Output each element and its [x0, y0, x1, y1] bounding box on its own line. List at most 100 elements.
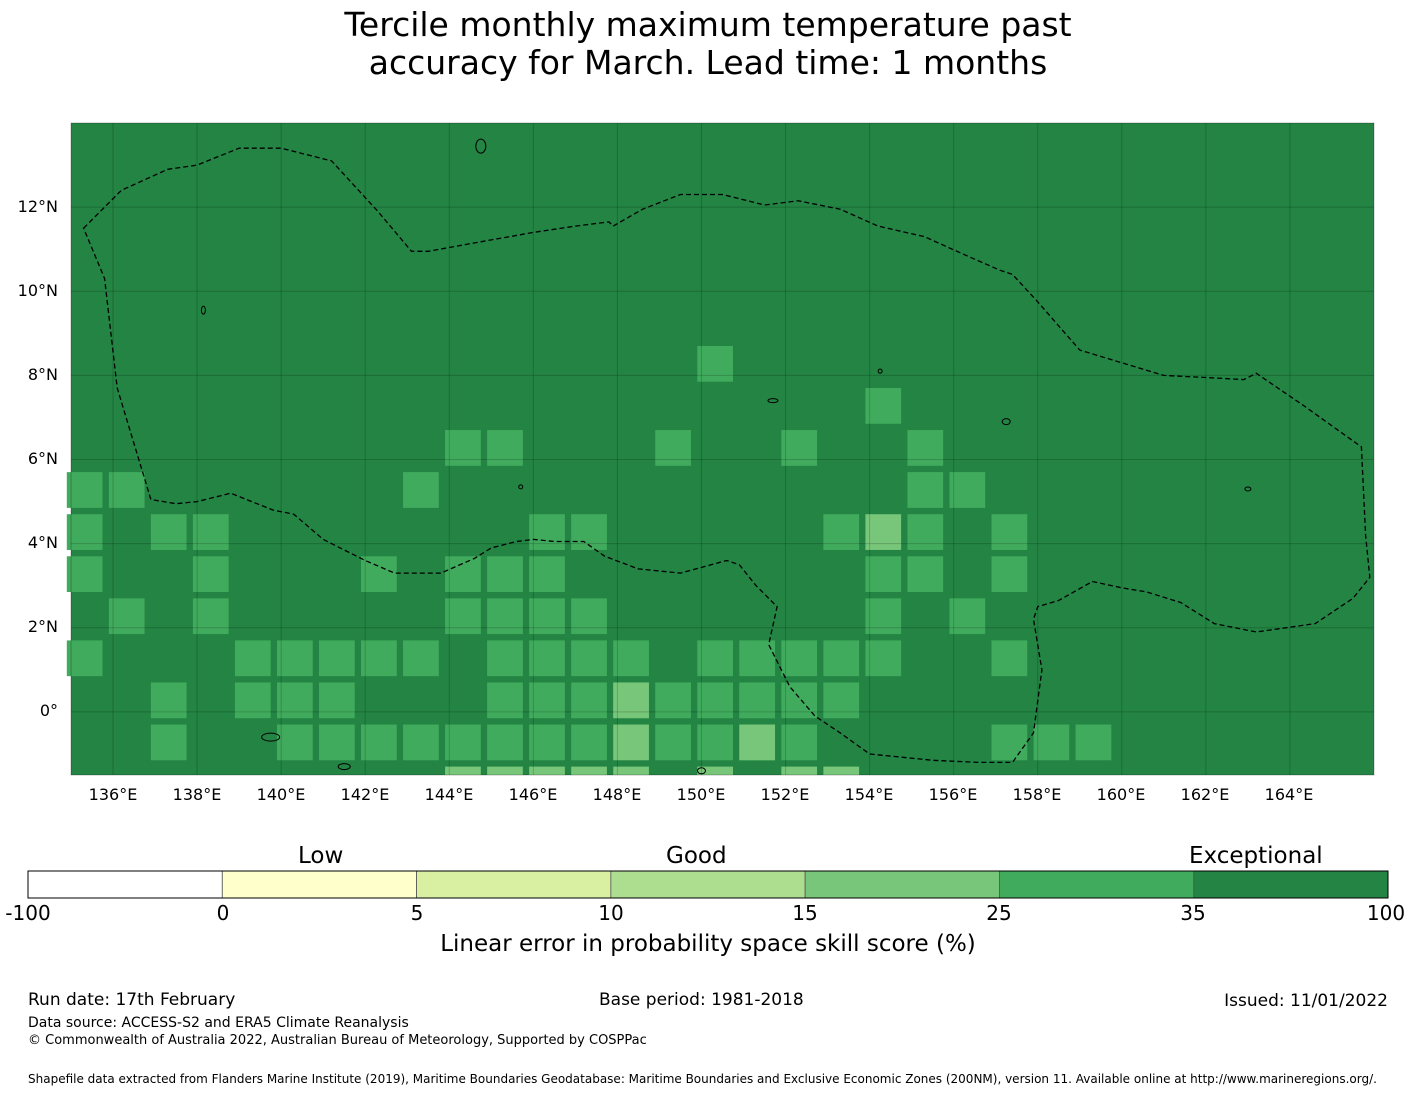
skill-cell-25-35 [781, 640, 818, 677]
skill-cell-25-35 [66, 640, 103, 677]
lat-label-0: 0° [39, 701, 58, 720]
skill-cell-25-35 [781, 430, 818, 466]
skill-cell-25-35 [361, 640, 397, 677]
skill-cell-25-35 [697, 345, 734, 382]
skill-cell-25-35 [571, 682, 607, 719]
island-outline [337, 763, 351, 771]
skill-cell-25-35 [276, 682, 313, 719]
colorbar-tick-0: 0 [216, 901, 230, 925]
skill-cell-25-35 [907, 472, 944, 508]
skill-cell-15-25 [613, 766, 649, 775]
eez-boundary [82, 147, 1371, 764]
colorbar-segment [27, 870, 223, 899]
lon-label-162e: 162°E [1180, 785, 1230, 804]
island-outline [767, 398, 779, 404]
skill-cell-25-35 [655, 724, 691, 761]
skill-cell-25-35 [192, 556, 229, 593]
skill-cell-25-35 [907, 556, 944, 593]
island-outline [1244, 486, 1252, 492]
category-low: Low [298, 843, 344, 869]
skill-cell-15-25 [823, 766, 860, 775]
skill-cell-25-35 [991, 640, 1028, 677]
lon-label-156e: 156°E [928, 785, 978, 804]
skill-cell-25-35 [150, 514, 187, 550]
skill-cell-25-35 [192, 514, 229, 550]
colorbar [27, 870, 1389, 899]
skill-cell-25-35 [487, 682, 523, 719]
island-outline [1001, 418, 1011, 426]
colorbar-segment [221, 870, 417, 899]
skill-cell-25-35 [697, 682, 734, 719]
island-outline [877, 368, 883, 374]
eez-boundary-line [82, 147, 1371, 764]
skill-cell-15-25 [613, 724, 649, 761]
skill-cell-25-35 [487, 556, 523, 593]
skill-cell-15-25 [739, 724, 776, 761]
skill-cell-25-35 [865, 556, 902, 593]
data-source: Data source: ACCESS-S2 and ERA5 Climate … [28, 1015, 409, 1031]
island-outline [261, 732, 281, 742]
skill-cell-25-35 [403, 472, 439, 508]
lon-label-146e: 146°E [508, 785, 558, 804]
skill-cell-25-35 [192, 598, 229, 635]
colorbar-segment [999, 870, 1195, 899]
map-islands [200, 138, 1252, 775]
lat-label-8n: 8°N [27, 365, 58, 384]
skill-cell-25-35 [66, 472, 103, 508]
colorbar-segment [610, 870, 806, 899]
lat-label-2n: 2°N [27, 617, 58, 636]
colorbar-tick-35: 35 [1180, 901, 1206, 925]
skill-cell-25-35 [445, 556, 481, 593]
skill-cell-25-35 [865, 388, 902, 424]
colorbar-segment [416, 870, 612, 899]
skill-cell-25-35 [907, 514, 944, 550]
map-background-fill [71, 123, 1374, 775]
skill-cell-25-35 [66, 556, 103, 593]
colorbar-tick-5: 5 [410, 901, 424, 925]
skill-cell-15-25 [487, 766, 523, 775]
skill-cell-25-35 [529, 556, 565, 593]
lon-label-148e: 148°E [592, 785, 642, 804]
colorbar-tick-15: 15 [792, 901, 818, 925]
island-outline [475, 138, 487, 154]
skill-cell-25-35 [445, 430, 481, 466]
skill-cell-25-35 [108, 598, 145, 635]
skill-cell-15-25 [529, 766, 565, 775]
title-line-1: Tercile monthly maximum temperature past [344, 5, 1072, 44]
skill-cell-25-35 [1033, 724, 1070, 761]
map-frame [70, 122, 1375, 776]
colorbar-tick-25: 25 [986, 901, 1012, 925]
skill-cell-25-35 [655, 430, 691, 466]
skill-cell-25-35 [529, 640, 565, 677]
skill-cell-25-35 [150, 724, 187, 761]
skill-cell-25-35 [403, 724, 439, 761]
lon-label-144e: 144°E [424, 785, 474, 804]
skill-cell-25-35 [276, 640, 313, 677]
skill-cell-25-35 [318, 640, 355, 677]
colorbar-title: Linear error in probability space skill … [440, 931, 976, 957]
skill-cell-15-25 [571, 766, 607, 775]
skill-cell-25-35 [571, 640, 607, 677]
skill-cell-25-35 [445, 598, 481, 635]
skill-cell-25-35 [445, 724, 481, 761]
skill-cell-25-35 [571, 598, 607, 635]
lon-label-136e: 136°E [88, 785, 138, 804]
skill-cell-25-35 [487, 430, 523, 466]
title-line-2: accuracy for March. Lead time: 1 months [368, 43, 1048, 82]
base-period: Base period: 1981-2018 [599, 990, 804, 1010]
skill-cell-25-35 [739, 682, 776, 719]
skill-cell-25-35 [403, 640, 439, 677]
skill-cell-25-35 [949, 598, 986, 635]
skill-cell-25-35 [991, 514, 1028, 550]
skill-cell-25-35 [234, 682, 271, 719]
skill-cell-25-35 [697, 724, 734, 761]
map-border [70, 122, 1375, 776]
skill-cell-25-35 [529, 598, 565, 635]
map-gridlines [71, 123, 1374, 775]
skill-cell-15-25 [697, 766, 734, 775]
skill-cell-25-35 [487, 598, 523, 635]
lat-label-10n: 10°N [17, 281, 58, 300]
skill-cell-25-35 [108, 472, 145, 508]
lon-label-138e: 138°E [172, 785, 222, 804]
